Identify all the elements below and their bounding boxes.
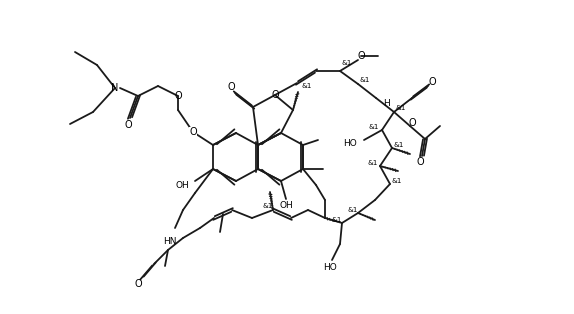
Text: O: O [428,77,436,87]
Polygon shape [394,97,413,112]
Text: O: O [357,51,365,61]
Text: O: O [124,120,132,130]
Text: &1: &1 [263,203,273,209]
Text: O: O [189,127,197,137]
Text: &1: &1 [332,217,342,223]
Text: O: O [408,118,416,128]
Text: &1: &1 [360,77,370,83]
Text: N: N [111,83,119,93]
Text: HN: HN [164,236,177,246]
Text: &1: &1 [348,207,358,213]
Text: O: O [174,91,182,101]
Text: &1: &1 [367,160,378,166]
Text: &1: &1 [301,83,311,89]
Text: OH: OH [279,202,293,210]
Text: HO: HO [343,138,357,148]
Text: &1: &1 [396,105,406,111]
Text: HO: HO [323,263,337,272]
Text: OH: OH [175,181,189,191]
Text: &1: &1 [369,124,379,130]
Text: &1: &1 [392,178,402,184]
Text: &1: &1 [342,60,352,66]
Text: O: O [134,279,142,289]
Text: O: O [416,157,424,167]
Text: H: H [383,99,390,107]
Text: O: O [271,90,279,100]
Text: &1: &1 [394,142,404,148]
Text: O: O [227,82,235,92]
